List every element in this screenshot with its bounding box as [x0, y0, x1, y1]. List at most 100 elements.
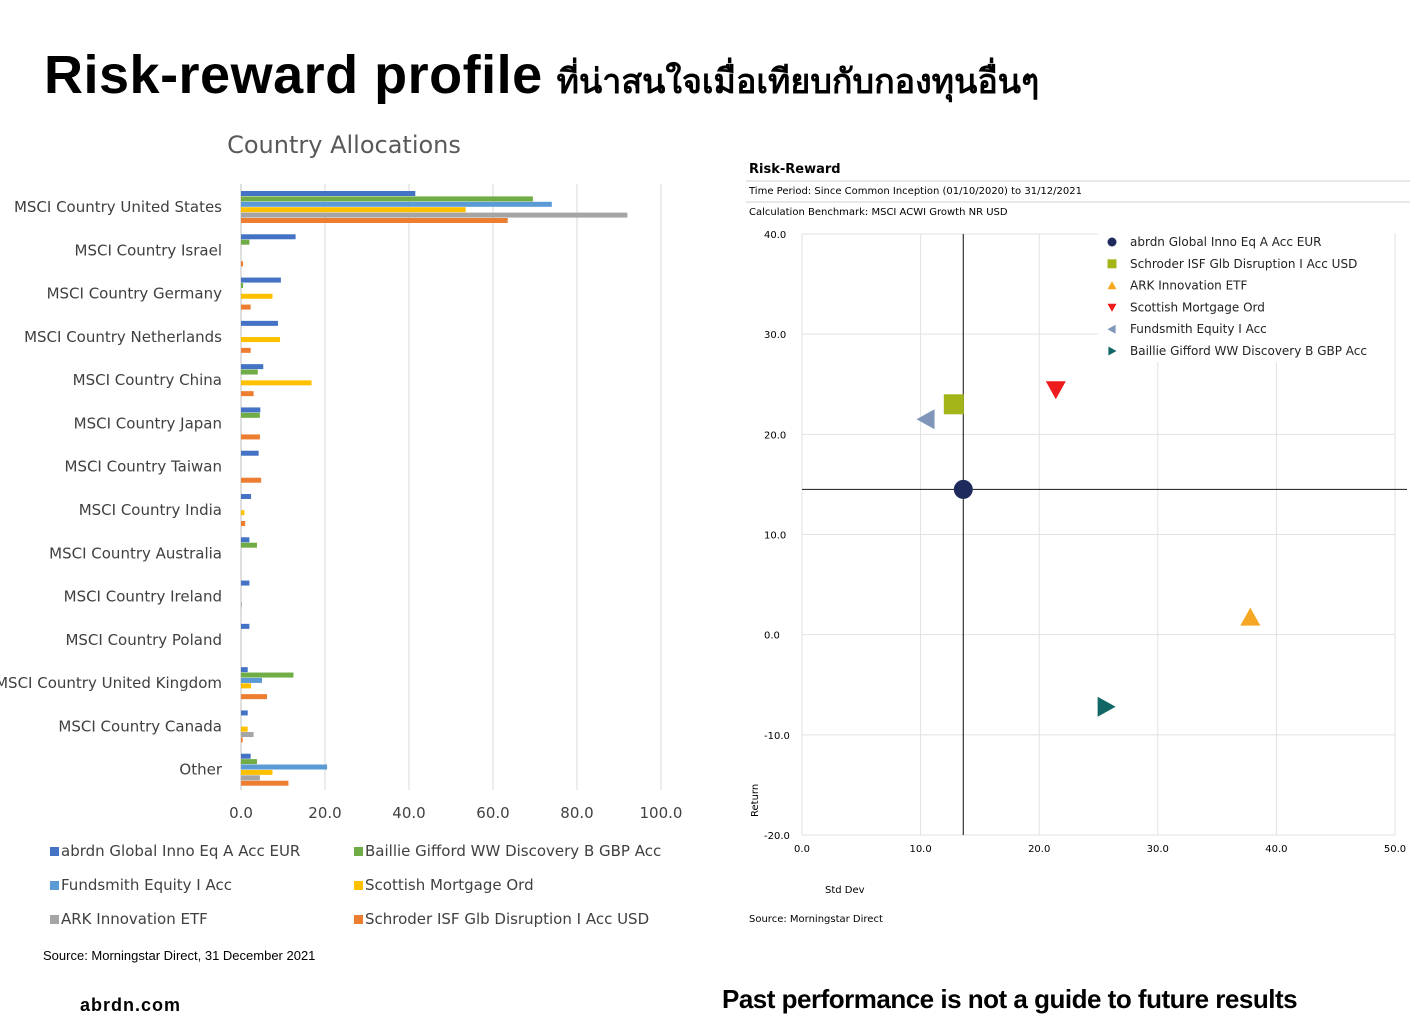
bar — [241, 391, 254, 397]
scatter-legend-label: Schroder ISF Glb Disruption I Acc USD — [1130, 257, 1357, 271]
bar — [241, 759, 257, 765]
bar-x-tick-label: 100.0 — [640, 804, 683, 822]
bar — [241, 623, 250, 629]
bar — [241, 277, 281, 283]
legend-label: Fundsmith Equity I Acc — [61, 876, 232, 894]
scatter-source-note: Source: Morningstar Direct — [749, 914, 883, 925]
bar — [241, 753, 251, 759]
scatter-point — [1097, 696, 1116, 717]
bar — [241, 337, 281, 343]
bar — [241, 239, 250, 245]
bar — [241, 477, 262, 483]
performance-disclaimer: Past performance is not a guide to futur… — [722, 984, 1298, 1014]
scatter-y-tick-label: 40.0 — [764, 230, 786, 241]
bar — [241, 694, 268, 700]
legend-marker — [1108, 346, 1117, 356]
country-allocations-chart: Country Allocations MSCI Country United … — [0, 131, 683, 822]
legend-label: abrdn Global Inno Eq A Acc EUR — [61, 842, 301, 860]
bar — [241, 537, 250, 543]
benchmark-note: Calculation Benchmark: MSCI ACWI Growth … — [749, 207, 1008, 218]
legend-marker — [1107, 303, 1117, 312]
bar-category-label: MSCI Country Australia — [49, 544, 222, 562]
bar-x-tick-label: 40.0 — [392, 804, 425, 822]
scatter-x-tick-label: 50.0 — [1384, 844, 1406, 855]
bar — [241, 201, 552, 207]
bar-category-label: MSCI Country India — [79, 501, 222, 519]
source-note: Source: Morningstar Direct, 31 December … — [43, 948, 316, 963]
bar — [241, 726, 248, 732]
scatter-y-tick-label: -20.0 — [764, 831, 790, 842]
bar — [241, 407, 261, 413]
scatter-y-tick-label: -10.0 — [764, 731, 790, 742]
scatter-y-tick-label: 10.0 — [764, 531, 786, 542]
legend-swatch — [50, 846, 59, 856]
bar-category-label: MSCI Country Poland — [65, 631, 222, 649]
legend-item: Scottish Mortgage Ord — [354, 876, 534, 894]
scatter-legend-label: Baillie Gifford WW Discovery B GBP Acc — [1130, 344, 1367, 358]
legend-swatch — [50, 914, 59, 924]
bar — [241, 494, 252, 499]
bar-x-tick-label: 60.0 — [476, 804, 509, 822]
risk-reward-chart: Risk-Reward Time Period: Since Common In… — [746, 162, 1410, 925]
legend-item: ARK Innovation ETF — [50, 910, 208, 928]
bar-category-label: MSCI Country Netherlands — [24, 328, 222, 346]
legend-item: Fundsmith Equity I Acc — [50, 876, 232, 894]
legend-marker — [1107, 324, 1116, 334]
brand-url: abrdn.com — [80, 995, 182, 1015]
bar — [241, 775, 260, 781]
legend-label: Baillie Gifford WW Discovery B GBP Acc — [365, 842, 662, 860]
scatter-legend-label: ARK Innovation ETF — [1130, 279, 1247, 293]
y-axis-label: Return — [750, 784, 761, 817]
scatter-legend-label: Fundsmith Equity I Acc — [1130, 322, 1267, 336]
bar-category-label: MSCI Country United Kingdom — [0, 674, 222, 692]
page-title-main: Risk-reward profile — [44, 45, 543, 105]
scatter-legend-label: abrdn Global Inno Eq A Acc EUR — [1130, 235, 1321, 249]
scatter-y-tick-label: 30.0 — [764, 330, 786, 341]
bar — [241, 380, 312, 386]
bar — [241, 218, 508, 223]
bar — [241, 542, 257, 548]
bar-category-label: MSCI Country Taiwan — [65, 458, 223, 476]
legend-label: Schroder ISF Glb Disruption I Acc USD — [365, 910, 650, 928]
bar — [241, 732, 254, 738]
bar — [241, 737, 243, 743]
bar-category-label: MSCI Country Japan — [74, 414, 222, 432]
legend-swatch — [354, 880, 363, 890]
scatter-legend — [1098, 230, 1394, 362]
scatter-point — [916, 409, 935, 430]
bar-category-label: MSCI Country Germany — [47, 285, 223, 303]
legend-swatch — [354, 846, 363, 856]
scatter-point — [943, 394, 964, 415]
bar — [241, 450, 259, 456]
bar — [241, 580, 250, 586]
scatter-x-tick-label: 20.0 — [1028, 844, 1050, 855]
bar — [241, 769, 273, 775]
bar — [241, 282, 244, 288]
time-period-note: Time Period: Since Common Inception (01/… — [748, 186, 1082, 197]
legend-item: Baillie Gifford WW Discovery B GBP Acc — [354, 842, 661, 860]
x-axis-label: Std Dev — [825, 885, 865, 896]
bar — [241, 261, 244, 267]
bar-category-label: MSCI Country Israel — [75, 241, 222, 259]
bar — [241, 347, 251, 353]
bar — [241, 293, 273, 299]
bar-category-label: MSCI Country China — [73, 371, 222, 389]
scatter-x-tick-label: 0.0 — [794, 844, 810, 855]
bar — [241, 320, 278, 326]
bar — [241, 521, 246, 526]
bar — [241, 364, 264, 370]
bar-chart-title: Country Allocations — [227, 131, 461, 159]
bar — [241, 672, 294, 678]
scatter-point — [1045, 381, 1066, 400]
bar-category-label: MSCI Country Canada — [58, 717, 222, 735]
bar — [241, 207, 466, 213]
legend-swatch — [354, 914, 363, 924]
scatter-legend-label: Scottish Mortgage Ord — [1130, 300, 1265, 314]
legend-marker — [1107, 237, 1117, 247]
bar — [241, 434, 260, 440]
page-title-sub: ที่น่าสนใจเมื่อเทียบกับกองทุนอื่นๆ — [556, 62, 1040, 102]
bar-x-tick-label: 0.0 — [229, 804, 253, 822]
bar-category-label: Other — [179, 761, 222, 779]
bar — [241, 683, 252, 689]
page-title: Risk-reward profile ที่น่าสนใจเมื่อเทียบก… — [44, 44, 1039, 108]
